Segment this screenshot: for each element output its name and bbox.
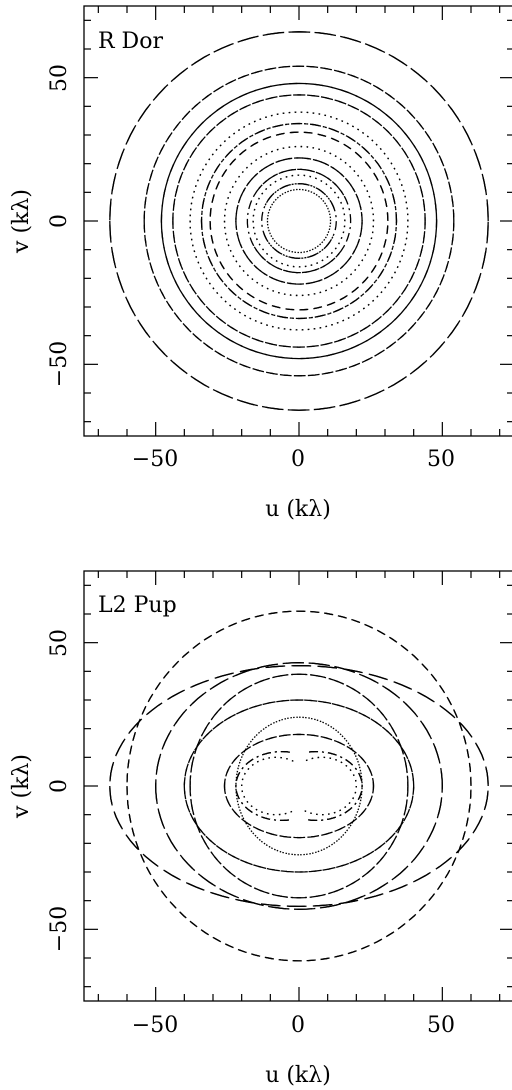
x-tick-label: 50 — [427, 1013, 455, 1038]
uv-track — [304, 756, 357, 816]
uv-track — [172, 94, 426, 348]
uv-track — [252, 174, 346, 268]
x-tick-label: −50 — [132, 1013, 178, 1038]
panel-r-dor: R Dor −50 0 50 −50 0 50 u (kλ) v (kλ) — [9, 5, 512, 522]
uv-track — [308, 750, 363, 822]
y-axis-label: v (kλ) — [9, 754, 34, 819]
y-tick-label: 50 — [47, 64, 72, 92]
y-axis-label: v (kλ) — [9, 189, 34, 254]
x-tick-label: 50 — [427, 447, 455, 472]
uv-tracks — [109, 610, 489, 962]
uv-track — [246, 168, 345, 274]
uv-track — [235, 750, 290, 822]
uv-track — [253, 168, 352, 274]
y-tick-label: −50 — [47, 341, 72, 387]
uv-track — [109, 664, 489, 908]
x-tick-label: −50 — [132, 447, 178, 472]
uv-track — [223, 733, 375, 839]
x-axis-label: u (kλ) — [265, 1063, 331, 1088]
uv-track — [160, 82, 438, 360]
x-tick-label: 0 — [291, 1013, 305, 1038]
x-axis-label: u (kλ) — [265, 497, 331, 522]
plot-frame — [83, 5, 512, 437]
y-tick-label: −50 — [47, 906, 72, 952]
uv-track — [200, 122, 398, 320]
axis-ticks — [84, 6, 512, 436]
uv-track — [209, 131, 389, 311]
uv-track — [126, 610, 472, 962]
uv-track — [241, 756, 294, 816]
plot-frame — [83, 570, 512, 1002]
axis-ticks — [84, 571, 512, 1001]
uv-track — [183, 699, 415, 873]
panel-l2-pup: L2 Pup −50 0 50 −50 0 50 u (kλ) v (kλ) — [9, 570, 512, 1088]
panel-title: R Dor — [98, 29, 163, 54]
uv-track — [200, 122, 398, 320]
y-tick-label: 0 — [47, 779, 72, 793]
uv-track — [155, 662, 443, 910]
uv-track — [189, 673, 409, 899]
uv-track — [109, 31, 489, 411]
y-tick-label: 50 — [47, 629, 72, 657]
uv-tracks — [109, 31, 489, 411]
uv-track — [308, 750, 363, 822]
uv-track — [189, 673, 409, 899]
uv-track — [109, 31, 489, 411]
uv-track — [183, 699, 415, 873]
uv-track — [263, 183, 337, 259]
uv-track — [209, 131, 389, 311]
y-tick-label: 0 — [47, 214, 72, 228]
uv-track — [261, 183, 335, 259]
uv-track — [241, 756, 294, 816]
uv-track — [235, 157, 363, 285]
panel-title: L2 Pup — [98, 593, 177, 618]
uv-track — [126, 610, 472, 962]
uv-track — [109, 664, 489, 908]
uv-track — [189, 111, 409, 331]
x-tick-label: 0 — [291, 447, 305, 472]
uv-track — [223, 145, 375, 297]
uv-track — [189, 111, 409, 331]
uv-track — [160, 82, 438, 360]
uv-track — [304, 756, 357, 816]
uv-track — [235, 750, 290, 822]
